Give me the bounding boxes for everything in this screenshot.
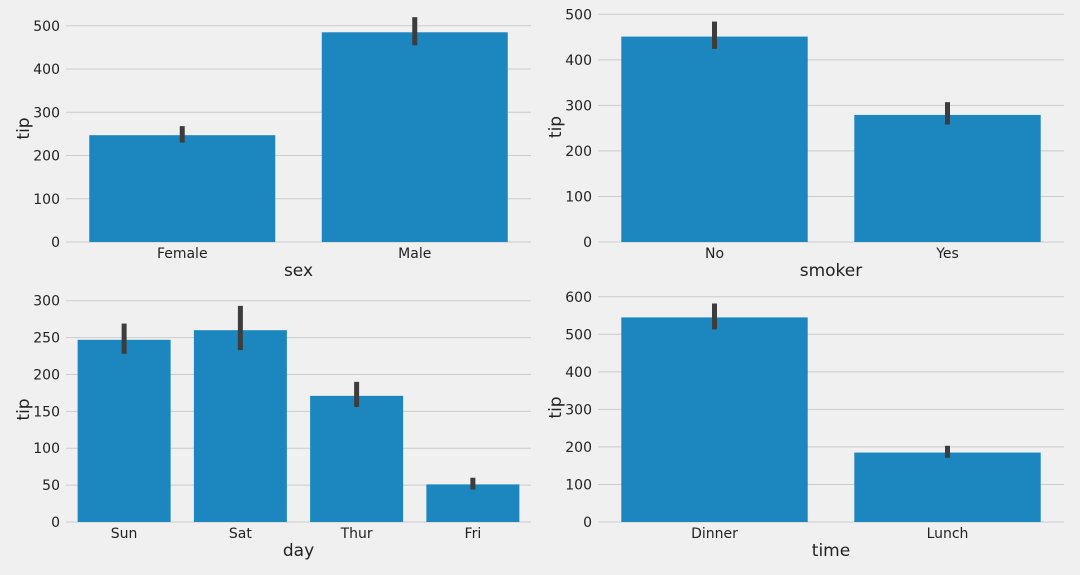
bar-female <box>89 135 276 242</box>
y-tick-label: 0 <box>583 515 592 531</box>
x-tick-label: Dinner <box>691 526 738 542</box>
x-tick-label: Sun <box>111 526 138 542</box>
subplot-smoker: 0 100 200 300 400 500 tip No Yes smoker <box>546 7 1064 281</box>
y-tick-label: 200 <box>565 144 592 160</box>
y-axis-label: tip <box>14 117 34 139</box>
bar-male <box>321 32 508 242</box>
x-tick-label: Thur <box>340 526 373 542</box>
bar-yes <box>854 114 1041 242</box>
y-tick-label: 50 <box>42 478 60 494</box>
x-tick-label: Sat <box>229 526 252 542</box>
y-axis-label: tip <box>14 398 34 420</box>
x-axis-label: time <box>812 541 850 561</box>
y-tick-label: 300 <box>33 105 60 121</box>
y-tick-label: 400 <box>33 62 60 78</box>
y-axis-label: tip <box>546 396 566 418</box>
x-axis-label: day <box>283 541 314 561</box>
y-tick-label: 500 <box>33 19 60 35</box>
y-tick-label: 100 <box>33 441 60 457</box>
x-tick-label: Fri <box>465 526 482 542</box>
y-tick-label: 300 <box>33 294 60 310</box>
y-tick-label: 100 <box>565 189 592 205</box>
x-tick-label: Female <box>157 246 208 262</box>
y-tick-label: 200 <box>33 367 60 383</box>
bar-no <box>621 36 808 243</box>
bar-sat <box>193 330 287 522</box>
y-tick-label: 100 <box>33 192 60 208</box>
y-tick-label: 0 <box>51 515 60 531</box>
y-tick-label: 400 <box>565 365 592 381</box>
x-tick-label: Male <box>398 246 431 262</box>
y-tick-label: 150 <box>33 404 60 420</box>
x-tick-label: No <box>705 246 724 262</box>
subplot-time: 0 100 200 300 400 500 600 tip Dinner Lunch time <box>546 290 1064 561</box>
y-tick-label: 500 <box>565 327 592 343</box>
y-tick-label: 500 <box>565 7 592 23</box>
y-tick-label: 300 <box>565 98 592 114</box>
bar-dinner <box>621 317 808 522</box>
x-axis-label: sex <box>284 261 313 281</box>
bar-lunch <box>854 452 1041 522</box>
y-tick-label: 200 <box>565 440 592 456</box>
bar-fri <box>426 484 520 522</box>
y-axis-label: tip <box>546 116 566 138</box>
x-axis-label: smoker <box>800 261 863 281</box>
y-tick-label: 100 <box>565 477 592 493</box>
y-tick-label: 300 <box>565 402 592 418</box>
y-tick-label: 0 <box>51 235 60 251</box>
y-tick-label: 250 <box>33 331 60 347</box>
y-tick-label: 400 <box>565 53 592 69</box>
x-tick-label: Yes <box>935 246 959 262</box>
y-tick-label: 0 <box>583 235 592 251</box>
bar-thur <box>310 395 404 522</box>
bar-sun <box>77 339 171 522</box>
subplot-day: 0 50 100 150 200 250 300 tip Sun Sat Thur Fri day <box>14 294 531 561</box>
subplot-sex: 0 100 200 300 400 500 tip Female Male sex <box>14 17 531 281</box>
y-tick-label: 600 <box>565 290 592 306</box>
y-tick-label: 200 <box>33 149 60 165</box>
x-tick-label: Lunch <box>927 526 969 542</box>
